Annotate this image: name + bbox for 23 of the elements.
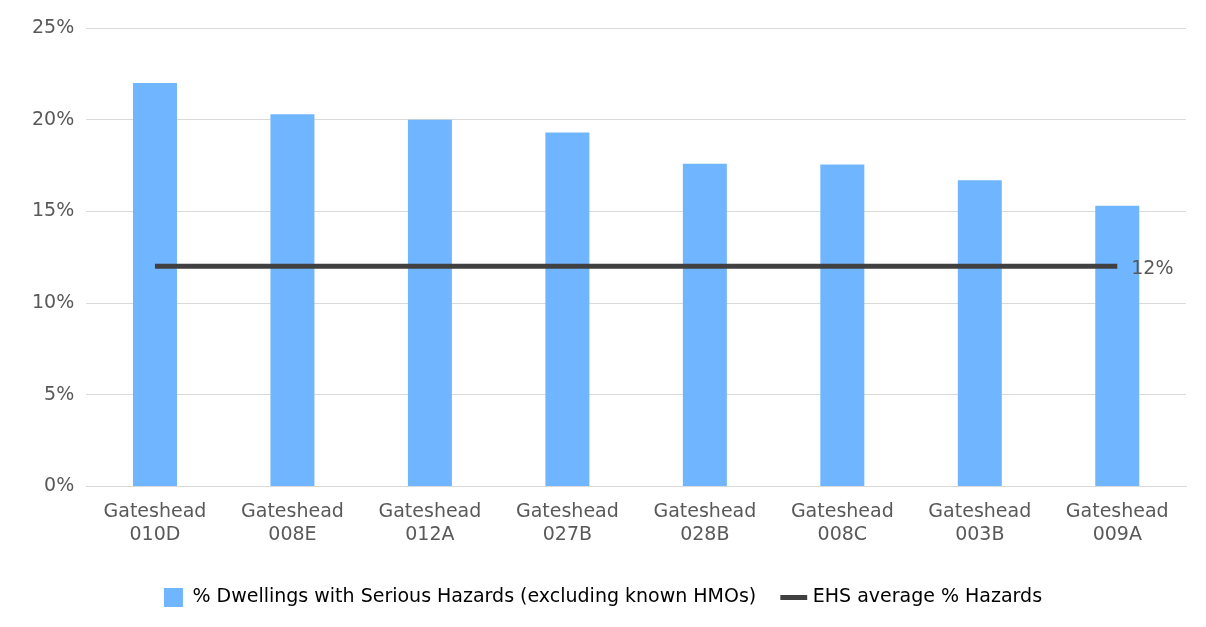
x-tick-label: Gateshead 012A [378, 498, 482, 544]
bar [545, 132, 590, 486]
x-tick-label: Gateshead 003B [928, 498, 1032, 544]
y-tick-label: 5% [44, 381, 75, 404]
x-tick-label: Gateshead 028B [653, 498, 757, 544]
y-tick-label: 20% [32, 106, 75, 129]
x-tick-label: Gateshead 027B [515, 498, 619, 544]
bar [270, 114, 315, 486]
y-tick-label: 25% [32, 14, 75, 37]
x-tick-label: Gateshead 008C [790, 498, 894, 544]
y-tick-label: 0% [44, 473, 75, 496]
bar [132, 83, 177, 486]
y-tick-label: 10% [32, 289, 75, 312]
x-tick-label: Gateshead 010D [103, 498, 207, 544]
y-tick-label: 15% [32, 198, 75, 221]
bar [682, 163, 727, 486]
bar [407, 119, 452, 486]
bar [957, 180, 1002, 486]
x-tick-label: Gateshead 009A [1065, 498, 1169, 544]
x-tick-label: Gateshead 008E [241, 498, 344, 544]
bar [820, 164, 865, 486]
legend-label: EHS average % Hazards [812, 584, 1043, 607]
legend-label: % Dwellings with Serious Hazards (excluding known HMOs) [192, 584, 757, 607]
